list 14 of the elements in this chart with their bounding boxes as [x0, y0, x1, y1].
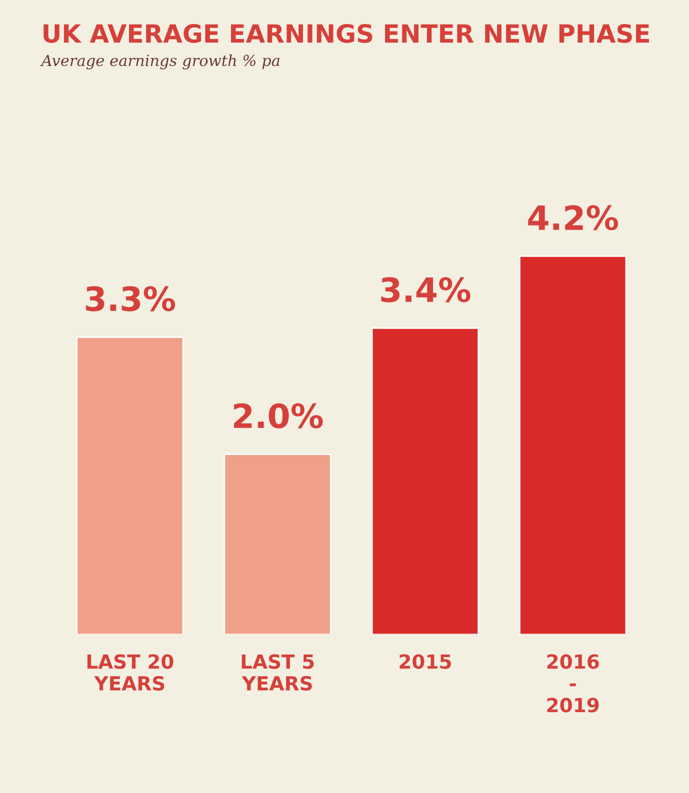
chart-subtitle: Average earnings growth % pa — [40, 54, 280, 70]
x-tick-label: 2016 - 2019 — [547, 654, 599, 712]
data-label: 4.2% — [528, 205, 618, 230]
bar — [519, 256, 627, 634]
x-tick-label: 2015 — [400, 654, 451, 669]
bar — [224, 454, 332, 634]
x-tick-label: LAST 5 YEARS — [242, 654, 314, 691]
data-label: 3.4% — [381, 277, 470, 302]
data-label: 3.3% — [86, 286, 176, 312]
data-label: 2.0% — [234, 403, 323, 428]
bar — [76, 336, 184, 634]
bar — [371, 328, 480, 634]
x-tick-label: LAST 20 YEARS — [87, 654, 174, 691]
chart-title: UK AVERAGE EARNINGS ENTER NEW PHASE — [44, 24, 649, 43]
